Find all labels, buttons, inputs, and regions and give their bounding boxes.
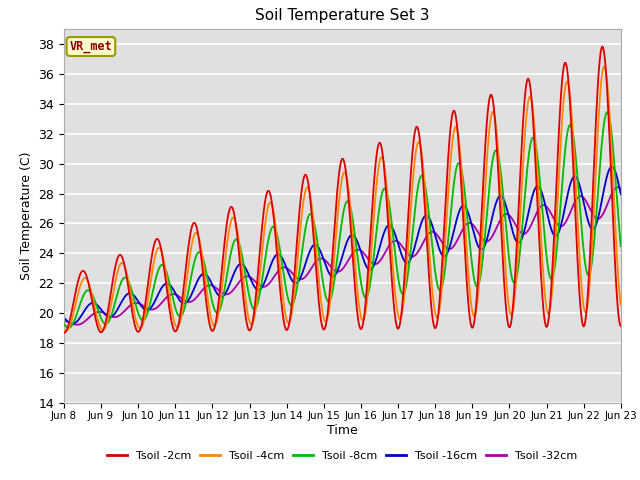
- Y-axis label: Soil Temperature (C): Soil Temperature (C): [20, 152, 33, 280]
- Title: Soil Temperature Set 3: Soil Temperature Set 3: [255, 9, 429, 24]
- Legend: Tsoil -2cm, Tsoil -4cm, Tsoil -8cm, Tsoil -16cm, Tsoil -32cm: Tsoil -2cm, Tsoil -4cm, Tsoil -8cm, Tsoi…: [103, 446, 582, 465]
- Text: VR_met: VR_met: [70, 40, 112, 53]
- X-axis label: Time: Time: [327, 424, 358, 437]
